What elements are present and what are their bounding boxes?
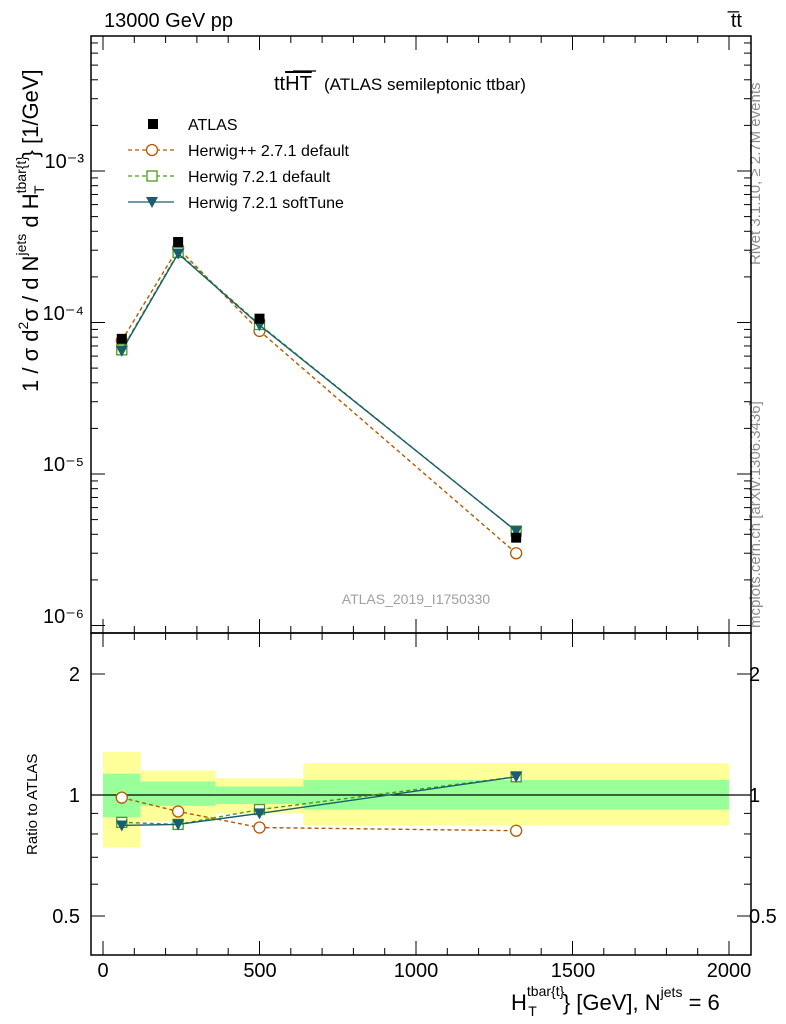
ratio-y-tick-label-right: 0.5 xyxy=(749,906,777,928)
data-point xyxy=(253,821,266,834)
svg-text:ttHT: ttHT xyxy=(274,73,312,95)
data-point xyxy=(254,313,265,324)
main-series xyxy=(116,236,522,543)
analysis-watermark: ATLAS_2019_I1750330 xyxy=(342,591,491,607)
ratio-y-tick-label: 2 xyxy=(69,664,80,686)
legend: ATLAS Herwig++ 2.7.1 default Herwig 7.2.… xyxy=(128,117,350,212)
legend-marker xyxy=(145,143,159,157)
series-line xyxy=(121,246,517,554)
data-point xyxy=(115,791,128,804)
main-series xyxy=(115,241,523,560)
data-point xyxy=(173,236,184,247)
data-point xyxy=(172,819,185,831)
legend-entry: Herwig++ 2.7.1 default xyxy=(128,143,350,160)
header-process-label: t̅t xyxy=(727,10,742,32)
series-line xyxy=(121,776,517,827)
data-point xyxy=(510,771,523,783)
data-point xyxy=(510,526,523,538)
header-energy-label: 13000 GeV pp xyxy=(104,10,233,32)
ratio-y-tick-label: 0.5 xyxy=(52,906,80,928)
x-tick-label: 2000 xyxy=(707,960,752,982)
ratio-y-tick-label: 1 xyxy=(69,785,80,807)
svg-text:1 / σ d2σ / d Njets d Htbar{t}: 1 / σ d2σ / d Njets d Htbar{t} T} [1/GeV] xyxy=(13,69,47,392)
x-tick-label: 1500 xyxy=(551,960,596,982)
plot-subtitle: (ATLAS semileptonic ttbar) xyxy=(324,75,526,94)
legend-label: ATLAS xyxy=(188,117,238,134)
ratio-plot-frame xyxy=(90,632,752,956)
side-label-mcplots: mcplots.cern.ch [arXiv:1306.3436] xyxy=(747,401,764,628)
series-line xyxy=(121,252,517,532)
data-point xyxy=(171,805,185,818)
main-y-tick-label: 10⁻³ xyxy=(45,151,85,173)
legend-entry: Herwig 7.2.1 softTune xyxy=(128,195,344,212)
series-line xyxy=(121,251,517,532)
legend-label: Herwig 7.2.1 default xyxy=(188,169,331,186)
axis-ticks xyxy=(91,36,751,955)
main-y-tick-label: 10⁻⁴ xyxy=(43,303,84,325)
x-tick-label: 500 xyxy=(243,960,276,982)
ratio-y-tick-labels: 0.5 1 2 0.5 1 2 xyxy=(52,664,777,928)
side-label-rivet: Rivet 3.1.10, ≥ 2.7M events xyxy=(747,83,764,266)
legend-marker xyxy=(148,119,158,129)
data-point xyxy=(253,808,266,820)
series-line xyxy=(121,776,517,826)
data-point xyxy=(511,532,522,543)
main-series xyxy=(116,246,522,537)
ratio-y-axis-label: Ratio to ATLAS xyxy=(24,754,41,855)
data-point xyxy=(510,824,523,837)
main-y-axis-label: 1 / σ d2σ / d Njets d Htbar{t} T} [1/GeV] xyxy=(13,69,47,392)
plot-title: ttHT (ATLAS semileptonic ttbar) xyxy=(274,70,526,95)
legend-marker xyxy=(146,170,158,182)
data-point xyxy=(510,547,523,560)
main-y-tick-labels: 10⁻⁶ 10⁻⁵ 10⁻⁴ 10⁻³ xyxy=(43,151,85,628)
ratio-uncertainty-bands xyxy=(103,751,729,848)
ratio-y-tick-label-right: 2 xyxy=(749,664,760,686)
x-tick-labels: 0 500 1000 1500 2000 xyxy=(97,960,751,982)
main-series-group xyxy=(115,236,523,560)
legend-entry: ATLAS xyxy=(148,117,238,134)
ratio-band-inner xyxy=(140,781,216,806)
x-tick-label: 0 xyxy=(97,960,108,982)
x-tick-label: 1000 xyxy=(394,960,439,982)
svg-text:Htbar{t}T} [GeV], Njets = 6: Htbar{t} T} [GeV], Njets = 6 xyxy=(511,983,720,1019)
x-axis-label: Htbar{t} T} [GeV], Njets = 6 xyxy=(511,983,720,1019)
legend-label: Herwig++ 2.7.1 default xyxy=(188,143,350,160)
data-point xyxy=(172,248,185,260)
main-series xyxy=(115,248,523,538)
data-point xyxy=(115,345,128,357)
main-y-tick-label: 10⁻⁶ xyxy=(43,606,84,628)
legend-marker xyxy=(146,197,158,208)
ratio-y-tick-label-right: 1 xyxy=(749,785,760,807)
legend-label: Herwig 7.2.1 softTune xyxy=(188,195,344,212)
ratio-series-group xyxy=(115,771,523,837)
data-point xyxy=(115,820,128,832)
ratio-series xyxy=(115,771,523,832)
data-point xyxy=(116,333,127,344)
legend-entry: Herwig 7.2.1 default xyxy=(128,169,331,186)
main-y-tick-label: 10⁻⁵ xyxy=(43,454,84,476)
